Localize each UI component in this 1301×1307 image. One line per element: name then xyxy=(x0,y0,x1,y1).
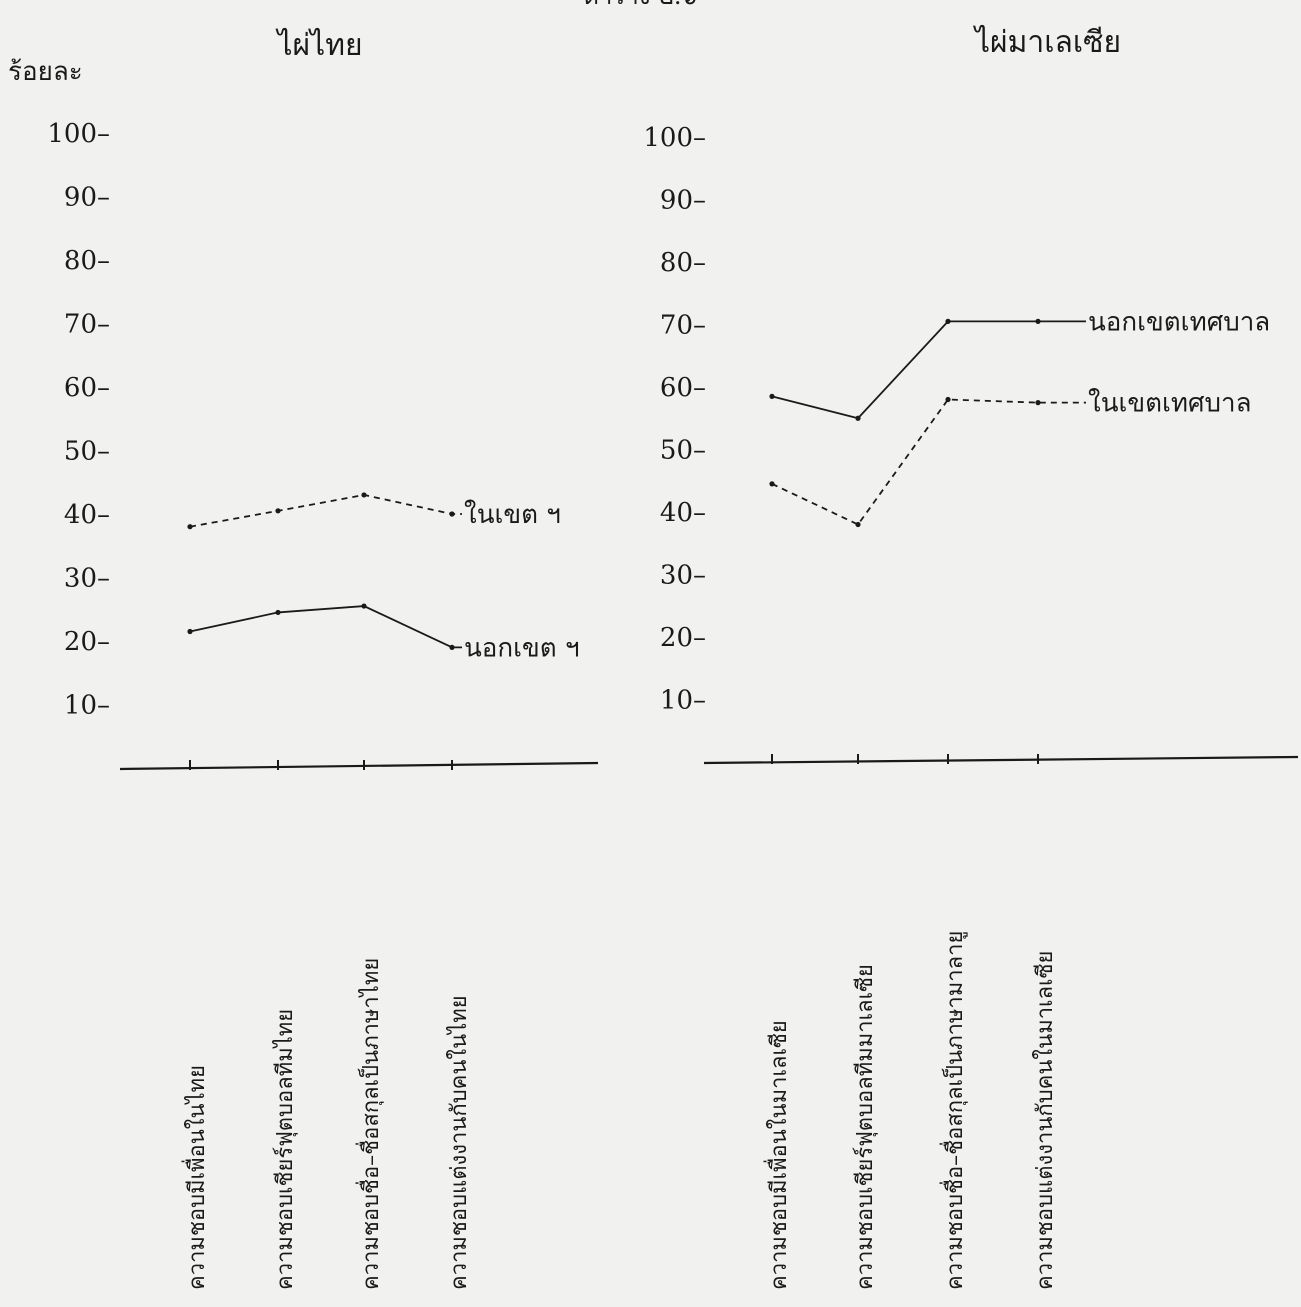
charts-layer: ไผ่ไทย 10– 20– 30– 40– 50– 60– 70– 80– 90– 100– ควา… xyxy=(47,24,1299,1290)
y-tick-label: 30– xyxy=(64,564,110,594)
data-point xyxy=(449,511,455,517)
x-category-label: ความชอบแต่งงานกับคนในมาเลเซีย xyxy=(1032,951,1058,1290)
data-point xyxy=(945,318,951,324)
series-label: ในเขต ฯ xyxy=(464,500,561,530)
data-point xyxy=(855,415,861,421)
data-point xyxy=(855,521,861,528)
y-tick-label: 60– xyxy=(64,373,110,403)
y-tick-label: 70– xyxy=(64,310,110,340)
data-point xyxy=(187,524,193,530)
y-tick-label: 50– xyxy=(660,436,706,466)
x-axis-line xyxy=(119,761,599,771)
data-point xyxy=(275,508,281,514)
y-tick-label: 90– xyxy=(660,186,706,216)
y-tick-label: 10– xyxy=(64,691,110,721)
y-tick-label: 60– xyxy=(660,373,706,403)
x-category-label: ความชอบเชียร์ฟุตบอลทีมมาเลเซีย xyxy=(853,964,878,1290)
data-point xyxy=(769,393,775,399)
chart-panel-2: ไผ่มาเลเซีย 10– 20– 30– 40– 50– 60– 70– 80– 90– 10… xyxy=(643,24,1299,1290)
data-point xyxy=(1035,318,1041,324)
series-label: นอกเขต ฯ xyxy=(464,633,580,663)
y-tick-label: 80– xyxy=(64,246,110,276)
series-label: ในเขตเทศบาล xyxy=(1088,389,1252,419)
y-tick-label: 40– xyxy=(660,498,706,528)
y-tick-label: 40– xyxy=(64,500,110,530)
data-point xyxy=(361,603,367,609)
chart-title: ไผ่มาเลเซีย xyxy=(973,24,1121,60)
data-point xyxy=(187,628,193,635)
x-category-label: ความชอบเชียร์ฟุตบอลทีมไทย xyxy=(272,1009,298,1290)
y-tick-label: 90– xyxy=(64,183,110,213)
y-tick-label: 100– xyxy=(47,119,110,149)
data-point xyxy=(1035,400,1041,406)
data-point xyxy=(945,396,951,403)
x-category-label: ความชอบแต่งงานกับคนในไทย xyxy=(446,995,472,1290)
data-point xyxy=(361,492,367,498)
y-tick-label: 10– xyxy=(660,686,706,716)
x-category-label: ความชอบมีเพื่อนในมาเลเซีย xyxy=(763,1020,792,1290)
series-label: นอกเขตเทศบาล xyxy=(1088,307,1270,337)
x-category-label: ความชอบชื่อ–ชื่อสกุลเป็นภาษามาลายู xyxy=(939,931,968,1290)
data-point xyxy=(449,644,455,650)
y-tick-label: 100– xyxy=(643,123,706,153)
y-tick-label: 80– xyxy=(660,248,706,278)
series-line xyxy=(189,494,462,528)
x-category-label: ความชอบมีเพื่อนในไทย xyxy=(181,1065,210,1290)
chart-title: ไผ่ไทย xyxy=(275,27,362,63)
x-category-label: ความชอบชื่อ–ชื่อสกุลเป็นภาษาไทย xyxy=(355,958,384,1290)
y-unit-label: ร้อยละ xyxy=(8,57,83,87)
y-tick-label: 70– xyxy=(660,311,706,341)
x-axis-line xyxy=(703,755,1299,765)
data-point xyxy=(769,481,775,487)
chart-panel-1: ไผ่ไทย 10– 20– 30– 40– 50– 60– 70– 80– 90– 100– ควา… xyxy=(47,27,599,1290)
y-tick-label: 20– xyxy=(660,623,706,653)
series-line xyxy=(771,398,1086,526)
data-point xyxy=(275,609,281,616)
series-line xyxy=(189,605,462,649)
y-tick-label: 50– xyxy=(64,437,110,467)
y-tick-label: 20– xyxy=(64,627,110,657)
page-header: ตาราง ๒.๖ xyxy=(583,0,696,10)
y-tick-label: 30– xyxy=(660,561,706,591)
